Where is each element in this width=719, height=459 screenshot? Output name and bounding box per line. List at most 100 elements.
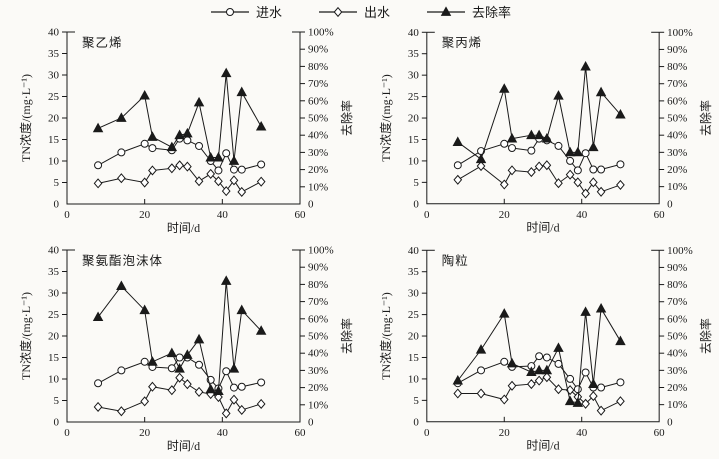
right-axis-tick-label: 0 bbox=[308, 417, 314, 429]
effluent-marker bbox=[183, 161, 192, 172]
removal-rate-marker bbox=[564, 395, 576, 406]
left-axis-tick-label: 40 bbox=[408, 27, 419, 39]
right-axis-tick-label: 80% bbox=[308, 279, 328, 291]
right-axis-tick-label: 90% bbox=[667, 262, 687, 274]
influent-legend-marker-icon bbox=[210, 8, 249, 16]
effluent-marker bbox=[194, 176, 204, 187]
x-axis-tick-label: 60 bbox=[654, 209, 665, 221]
removal-rate-marker bbox=[139, 304, 150, 315]
right-axis-tick-label: 50% bbox=[667, 331, 687, 343]
right-axis-tick-label: 90% bbox=[308, 44, 328, 56]
removal-rate-marker bbox=[615, 335, 626, 346]
legend-label-influent: 进水 bbox=[255, 4, 282, 20]
effluent-marker bbox=[167, 385, 177, 396]
removal-rate-marker bbox=[116, 280, 127, 291]
effluent-marker bbox=[476, 388, 486, 399]
x-axis-tick-label: 40 bbox=[576, 209, 587, 221]
x-axis-tick-label: 0 bbox=[424, 209, 430, 221]
effluent-marker bbox=[453, 174, 463, 185]
legend-item-removal-rate: 去除率 bbox=[424, 4, 511, 20]
polypropylene-chart: 0 5 10 15 20 25 30 35 40 0 10% 20% 30% 40% 50% 60% 70% 80… bbox=[378, 27, 713, 235]
effluent-marker bbox=[93, 401, 103, 413]
right-axis-tick-label: 60% bbox=[667, 313, 687, 325]
left-axis-tick-label: 30 bbox=[48, 70, 60, 82]
influent-marker bbox=[508, 144, 516, 153]
influent-marker bbox=[195, 141, 204, 150]
effluent-marker bbox=[554, 178, 563, 189]
removal-rate-marker bbox=[236, 304, 247, 315]
effluent-marker bbox=[175, 160, 184, 171]
axes: 0 5 10 15 20 25 30 35 40 0 10% 20% 30% 40% 50% 60% 70% 80… bbox=[18, 27, 354, 236]
x-axis-tick-label: 40 bbox=[217, 209, 229, 221]
effluent-marker bbox=[175, 372, 184, 383]
left-axis-tick-label: 15 bbox=[408, 352, 419, 364]
left-axis-tick-label: 25 bbox=[48, 91, 60, 103]
removal-rate-marker bbox=[588, 378, 599, 388]
influent-marker bbox=[167, 364, 176, 373]
removal-rate-marker bbox=[193, 333, 205, 344]
axis-spines bbox=[66, 250, 301, 423]
removal-rate-marker bbox=[526, 366, 537, 376]
x-axis-title: 时间/d bbox=[167, 221, 200, 235]
effluent-marker bbox=[573, 177, 583, 188]
influent-marker bbox=[542, 353, 551, 362]
left-axis-tick-label: 0 bbox=[413, 416, 419, 428]
removal-rate-marker bbox=[564, 146, 576, 157]
right-axis-tick-label: 60% bbox=[667, 95, 687, 107]
effluent-marker bbox=[183, 379, 192, 390]
removal-rate-marker bbox=[541, 132, 553, 143]
effluent-marker bbox=[596, 186, 606, 197]
influent-legend-glyph bbox=[225, 8, 234, 16]
left-axis-tick-label: 20 bbox=[408, 331, 419, 343]
influent-marker bbox=[214, 166, 223, 175]
effluent-marker bbox=[256, 398, 266, 410]
left-axis-tick-label: 20 bbox=[408, 113, 419, 125]
effluent-marker bbox=[237, 186, 247, 198]
right-axis-tick-label: 30% bbox=[667, 365, 687, 377]
removal-rate-marker bbox=[595, 86, 607, 97]
left-axis-tick-label: 40 bbox=[48, 27, 60, 39]
effluent-marker bbox=[616, 396, 625, 407]
influent-marker bbox=[566, 156, 575, 165]
right-axis-tick-label: 40% bbox=[667, 130, 687, 142]
removal-rate-marker bbox=[166, 141, 178, 152]
removal-rate-line bbox=[457, 307, 621, 404]
influent-marker bbox=[222, 367, 231, 376]
influent-marker bbox=[573, 166, 582, 175]
removal-rate-marker bbox=[220, 67, 232, 78]
removal-rate-marker bbox=[572, 146, 584, 157]
left-axis-tick-label: 15 bbox=[408, 134, 419, 146]
x-axis-tick-label: 0 bbox=[424, 427, 430, 439]
right-axis-tick-label: 10% bbox=[308, 181, 328, 193]
right-axis-tick-label: 60% bbox=[308, 313, 328, 325]
effluent-marker bbox=[229, 175, 239, 186]
right-axis-tick-label: 20% bbox=[667, 382, 687, 394]
right-axis-tick-label: 10% bbox=[667, 181, 687, 193]
effluent-marker bbox=[148, 381, 157, 392]
effluent-marker bbox=[117, 173, 126, 184]
influent-marker bbox=[183, 136, 192, 145]
left-axis-tick-label: 30 bbox=[48, 288, 60, 300]
right-axis-tick-label: 40% bbox=[667, 348, 687, 360]
subplot-polyurethane-foam: 0 5 10 15 20 25 30 35 40 0 10% 20% 30% 40% 50% 60% 70% 80… bbox=[0, 240, 360, 459]
removal-rate-marker bbox=[228, 363, 240, 373]
removal-rate-marker bbox=[193, 96, 205, 107]
left-axis-tick-label: 0 bbox=[54, 417, 60, 429]
removal-rate-marker bbox=[205, 151, 216, 162]
removal-rate-marker bbox=[533, 129, 545, 140]
axis-spines bbox=[426, 250, 660, 423]
right-axis-tick-label: 30% bbox=[667, 147, 687, 159]
axis-spines bbox=[66, 32, 301, 205]
influent-marker bbox=[222, 149, 231, 158]
x-axis-title: 时间/d bbox=[526, 221, 559, 235]
right-axis-tick-label: 70% bbox=[667, 296, 687, 308]
right-axis-tick-label: 0 bbox=[667, 198, 673, 210]
influent-marker bbox=[94, 379, 103, 388]
effluent-marker bbox=[221, 408, 231, 419]
effluent-marker bbox=[581, 398, 590, 409]
effluent-marker bbox=[542, 372, 552, 383]
right-axis-tick-label: 40% bbox=[308, 130, 328, 142]
left-axis-tick-label: 25 bbox=[408, 91, 419, 103]
removal-rate-marker bbox=[526, 129, 537, 140]
